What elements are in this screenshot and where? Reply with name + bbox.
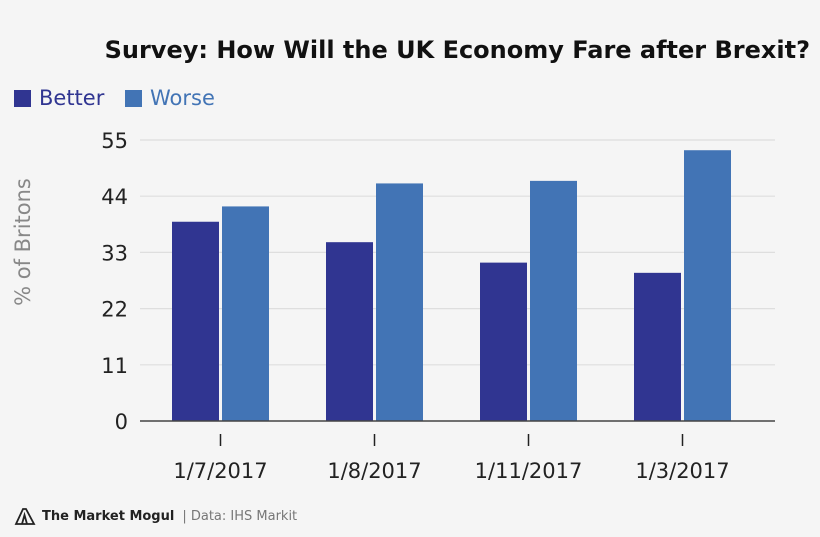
bar-worse (376, 183, 423, 421)
bar-better (480, 262, 527, 421)
legend-label: Worse (150, 86, 215, 110)
y-tick-label: 22 (101, 298, 128, 322)
legend-item-worse: Worse (125, 86, 215, 110)
bar-better (326, 242, 373, 421)
bar-better (634, 272, 681, 421)
bar-better (172, 221, 219, 421)
bar-worse (222, 206, 269, 421)
brand-name: The Market Mogul (42, 508, 175, 524)
mountain-logo-icon (14, 508, 36, 525)
y-tick-label: 44 (101, 185, 128, 209)
y-tick-label: 55 (101, 129, 128, 153)
x-tick-label: 1/3/2017 (635, 459, 729, 483)
bar-worse (684, 150, 731, 421)
y-tick-label: 33 (101, 241, 128, 265)
chart-title: Survey: How Will the UK Economy Fare aft… (104, 36, 810, 64)
legend-item-better: Better (14, 86, 104, 110)
legend-label: Better (39, 86, 105, 110)
bar-worse (530, 180, 577, 421)
y-tick-label: 11 (101, 354, 128, 378)
data-source: | Data: IHS Markit (182, 508, 298, 524)
x-tick-label: 1/7/2017 (173, 459, 267, 483)
y-tick-label: 0 (115, 410, 128, 434)
x-tick-label: 1/8/2017 (327, 459, 421, 483)
x-tick-label: 1/11/2017 (475, 459, 583, 483)
legend-swatch (125, 89, 142, 107)
footer: The Market Mogul | Data: IHS Markit (14, 506, 297, 526)
legend-swatch (14, 89, 31, 107)
